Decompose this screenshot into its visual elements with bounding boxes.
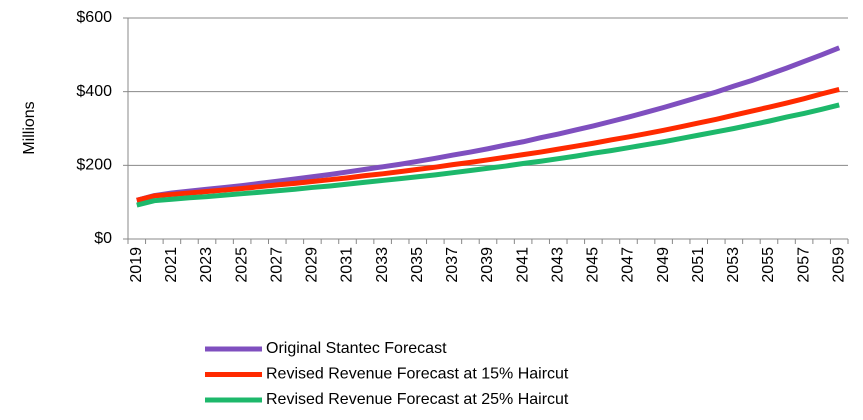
x-tick-label: 2025 [233, 247, 250, 283]
x-tick-label: 2055 [760, 247, 777, 283]
x-tick-label: 2033 [374, 247, 391, 283]
x-tick-label: 2027 [268, 247, 285, 283]
x-tick-label: 2045 [585, 247, 602, 283]
x-tick-label: 2051 [690, 247, 707, 283]
x-tick-label: 2049 [655, 247, 672, 283]
y-tick-label: $600 [76, 9, 112, 26]
x-tick-label: 2037 [444, 247, 461, 283]
legend-label: Revised Revenue Forecast at 25% Haircut [266, 391, 569, 408]
legend-label: Revised Revenue Forecast at 15% Haircut [266, 366, 569, 383]
legend-label: Original Stantec Forecast [266, 340, 447, 357]
series-line [136, 87, 840, 203]
x-tick-label: 2021 [163, 247, 180, 283]
x-tick-label: 2047 [620, 247, 637, 283]
x-tick-label: 2031 [339, 247, 356, 283]
series-line [136, 102, 840, 208]
y-tick-label: $200 [76, 157, 112, 174]
x-tick-label: 2023 [198, 247, 215, 283]
x-tick-label: 2039 [479, 247, 496, 283]
series-line [136, 45, 841, 203]
x-tick-label: 2057 [795, 247, 812, 283]
x-tick-label: 2041 [514, 247, 531, 283]
x-tick-label: 2035 [409, 247, 426, 283]
x-tick-label: 2053 [725, 247, 742, 283]
y-tick-label: $400 [76, 83, 112, 100]
y-tick-label: $0 [94, 230, 112, 247]
x-tick-label: 2029 [304, 247, 321, 283]
x-tick-label: 2059 [830, 247, 847, 283]
x-tick-label: 2019 [128, 247, 145, 283]
x-tick-label: 2043 [549, 247, 566, 283]
y-axis-label: Millions [21, 101, 38, 154]
